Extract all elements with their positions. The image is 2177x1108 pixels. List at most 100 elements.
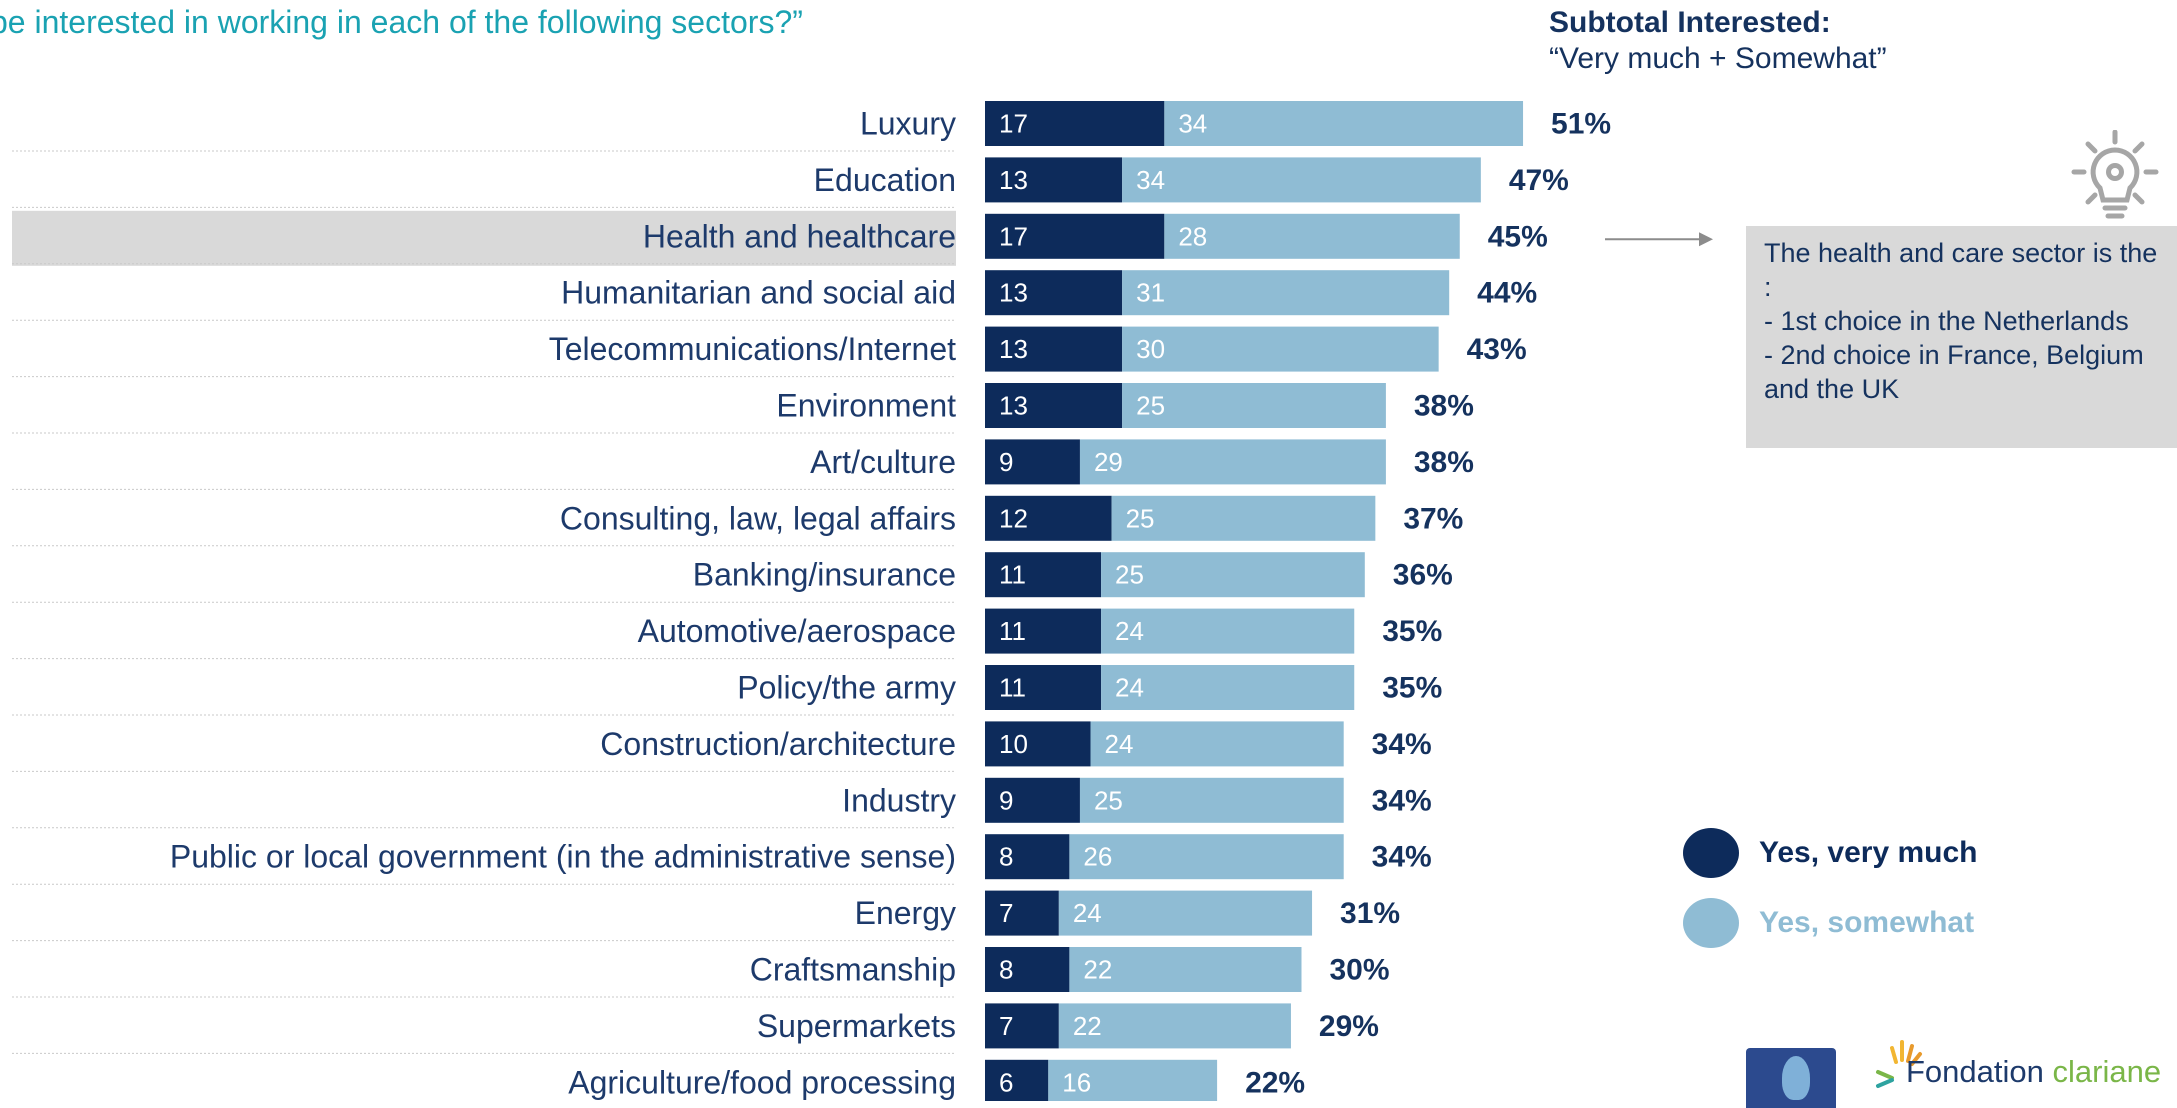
value-somewhat-education: 34 — [1136, 165, 1165, 195]
bar-somewhat-luxury — [1164, 101, 1524, 146]
bar-very-much-policy-the-army — [985, 665, 1102, 710]
bar-very-much-banking-insurance — [985, 552, 1102, 598]
value-somewhat-craftsmanship: 22 — [1083, 955, 1112, 985]
total-label-humanitarian-and-social-aid: 44% — [1477, 277, 1537, 310]
bar-somewhat-telecommunications-internet — [1122, 326, 1439, 372]
value-very-much-banking-insurance: 11 — [999, 560, 1026, 590]
total-label-consulting-law-legal-affairs: 37% — [1403, 502, 1463, 535]
bar-somewhat-public-or-local-government-in-the-administrative-sense — [1069, 834, 1344, 880]
bar-very-much-automotive-aerospace — [985, 608, 1102, 654]
category-label-telecommunications-internet: Telecommunications/Internet — [549, 331, 956, 367]
value-very-much-automotive-aerospace: 11 — [999, 616, 1026, 646]
bar-very-much-health-and-healthcare — [985, 213, 1165, 259]
total-label-art-culture: 38% — [1414, 446, 1474, 479]
value-very-much-health-and-healthcare: 17 — [999, 221, 1028, 251]
bar-very-much-energy — [985, 890, 1059, 936]
bar-very-much-art-culture — [985, 439, 1080, 485]
value-somewhat-public-or-local-government-in-the-administrative-sense: 26 — [1083, 842, 1112, 872]
bar-somewhat-automotive-aerospace — [1101, 608, 1355, 654]
callout-arrow-head — [1699, 232, 1713, 247]
category-label-luxury: Luxury — [860, 106, 956, 142]
bar-somewhat-consulting-law-legal-affairs — [1111, 495, 1376, 541]
category-label-industry: Industry — [842, 782, 956, 818]
sun-rays-icon — [1876, 1040, 1922, 1088]
subtotal-subheading: “Very much + Somewhat” — [1549, 42, 1887, 75]
value-somewhat-construction-architecture: 24 — [1105, 729, 1134, 759]
value-very-much-telecommunications-internet: 13 — [999, 334, 1028, 364]
total-label-health-and-healthcare: 45% — [1488, 220, 1548, 253]
lightbulb-gear-icon — [2071, 130, 2159, 219]
chart-legend: Yes, very much Yes, somewhat — [1683, 826, 1977, 966]
category-label-automotive-aerospace: Automotive/aerospace — [638, 613, 956, 649]
category-label-craftsmanship: Craftsmanship — [750, 952, 956, 988]
health-sector-callout: The health and care sector is the : - 1s… — [1746, 226, 2177, 448]
total-label-banking-insurance: 36% — [1393, 559, 1453, 592]
total-label-environment: 38% — [1414, 390, 1474, 423]
bar-somewhat-environment — [1122, 383, 1386, 428]
value-very-much-education: 13 — [999, 165, 1028, 195]
value-somewhat-agriculture-food-processing: 16 — [1062, 1067, 1091, 1097]
bar-very-much-humanitarian-and-social-aid — [985, 270, 1123, 316]
bar-very-much-telecommunications-internet — [985, 326, 1123, 372]
total-label-supermarkets: 29% — [1319, 1010, 1379, 1043]
total-label-agriculture-food-processing: 22% — [1245, 1066, 1305, 1099]
highlight-row-health-and-healthcare — [12, 210, 956, 266]
total-label-public-or-local-government-in-the-administrative-sense: 34% — [1372, 841, 1432, 874]
total-label-luxury: 51% — [1551, 108, 1611, 141]
total-label-education: 47% — [1509, 164, 1569, 197]
bar-somewhat-energy — [1058, 890, 1313, 936]
fondation-clariane-logo: Fondation clariane — [1872, 1034, 2177, 1104]
value-somewhat-luxury: 34 — [1178, 109, 1207, 139]
value-very-much-construction-architecture: 10 — [999, 729, 1028, 759]
category-label-education: Education — [814, 162, 956, 198]
value-very-much-supermarkets: 7 — [999, 1011, 1013, 1041]
legend-item-very-much: Yes, very much — [1683, 826, 1977, 880]
subtotal-heading: Subtotal Interested: — [1549, 6, 1831, 39]
total-label-telecommunications-internet: 43% — [1467, 333, 1527, 366]
partner-logo — [1746, 1048, 1836, 1108]
total-label-energy: 31% — [1340, 897, 1400, 930]
value-very-much-agriculture-food-processing: 6 — [999, 1067, 1013, 1097]
value-somewhat-energy: 24 — [1073, 898, 1102, 928]
bar-somewhat-craftsmanship — [1069, 947, 1302, 992]
category-label-supermarkets: Supermarkets — [757, 1008, 956, 1044]
category-label-consulting-law-legal-affairs: Consulting, law, legal affairs — [560, 500, 956, 536]
value-very-much-energy: 7 — [999, 898, 1013, 928]
total-label-industry: 34% — [1372, 784, 1432, 817]
bar-very-much-education — [985, 157, 1123, 203]
bar-somewhat-policy-the-army — [1101, 665, 1355, 710]
value-somewhat-art-culture: 29 — [1094, 447, 1123, 477]
value-very-much-luxury: 17 — [999, 109, 1028, 139]
value-very-much-art-culture: 9 — [999, 447, 1013, 477]
category-label-health-and-healthcare: Health and healthcare — [643, 218, 956, 254]
survey-question: be interested in working in each of the … — [0, 4, 803, 40]
bar-somewhat-industry — [1079, 777, 1344, 823]
bar-somewhat-construction-architecture — [1090, 721, 1344, 767]
value-very-much-craftsmanship: 8 — [999, 955, 1013, 985]
bar-very-much-consulting-law-legal-affairs — [985, 495, 1112, 541]
category-label-construction-architecture: Construction/architecture — [600, 726, 956, 762]
value-very-much-consulting-law-legal-affairs: 12 — [999, 503, 1028, 533]
category-label-agriculture-food-processing: Agriculture/food processing — [568, 1064, 956, 1100]
total-label-automotive-aerospace: 35% — [1382, 615, 1442, 648]
logo-text-clariane: clariane — [2052, 1054, 2162, 1089]
subtotal-header: Subtotal Interested: “Very much + Somewh… — [1549, 6, 1887, 76]
value-somewhat-industry: 25 — [1094, 785, 1123, 815]
category-label-environment: Environment — [776, 388, 956, 424]
bar-very-much-craftsmanship — [985, 947, 1070, 992]
value-somewhat-policy-the-army: 24 — [1115, 673, 1144, 703]
bar-somewhat-health-and-healthcare — [1164, 213, 1460, 259]
bar-very-much-supermarkets — [985, 1003, 1059, 1049]
value-very-much-policy-the-army: 11 — [999, 673, 1026, 703]
value-somewhat-environment: 25 — [1136, 391, 1165, 421]
category-label-humanitarian-and-social-aid: Humanitarian and social aid — [561, 275, 956, 311]
value-very-much-industry: 9 — [999, 785, 1013, 815]
bar-very-much-public-or-local-government-in-the-administrative-sense — [985, 834, 1070, 880]
bar-somewhat-humanitarian-and-social-aid — [1122, 270, 1450, 316]
value-somewhat-humanitarian-and-social-aid: 31 — [1136, 278, 1165, 308]
total-label-policy-the-army: 35% — [1382, 672, 1442, 705]
category-label-art-culture: Art/culture — [810, 444, 956, 480]
legend-swatch-very-much — [1683, 828, 1739, 878]
legend-swatch-somewhat — [1683, 898, 1739, 948]
